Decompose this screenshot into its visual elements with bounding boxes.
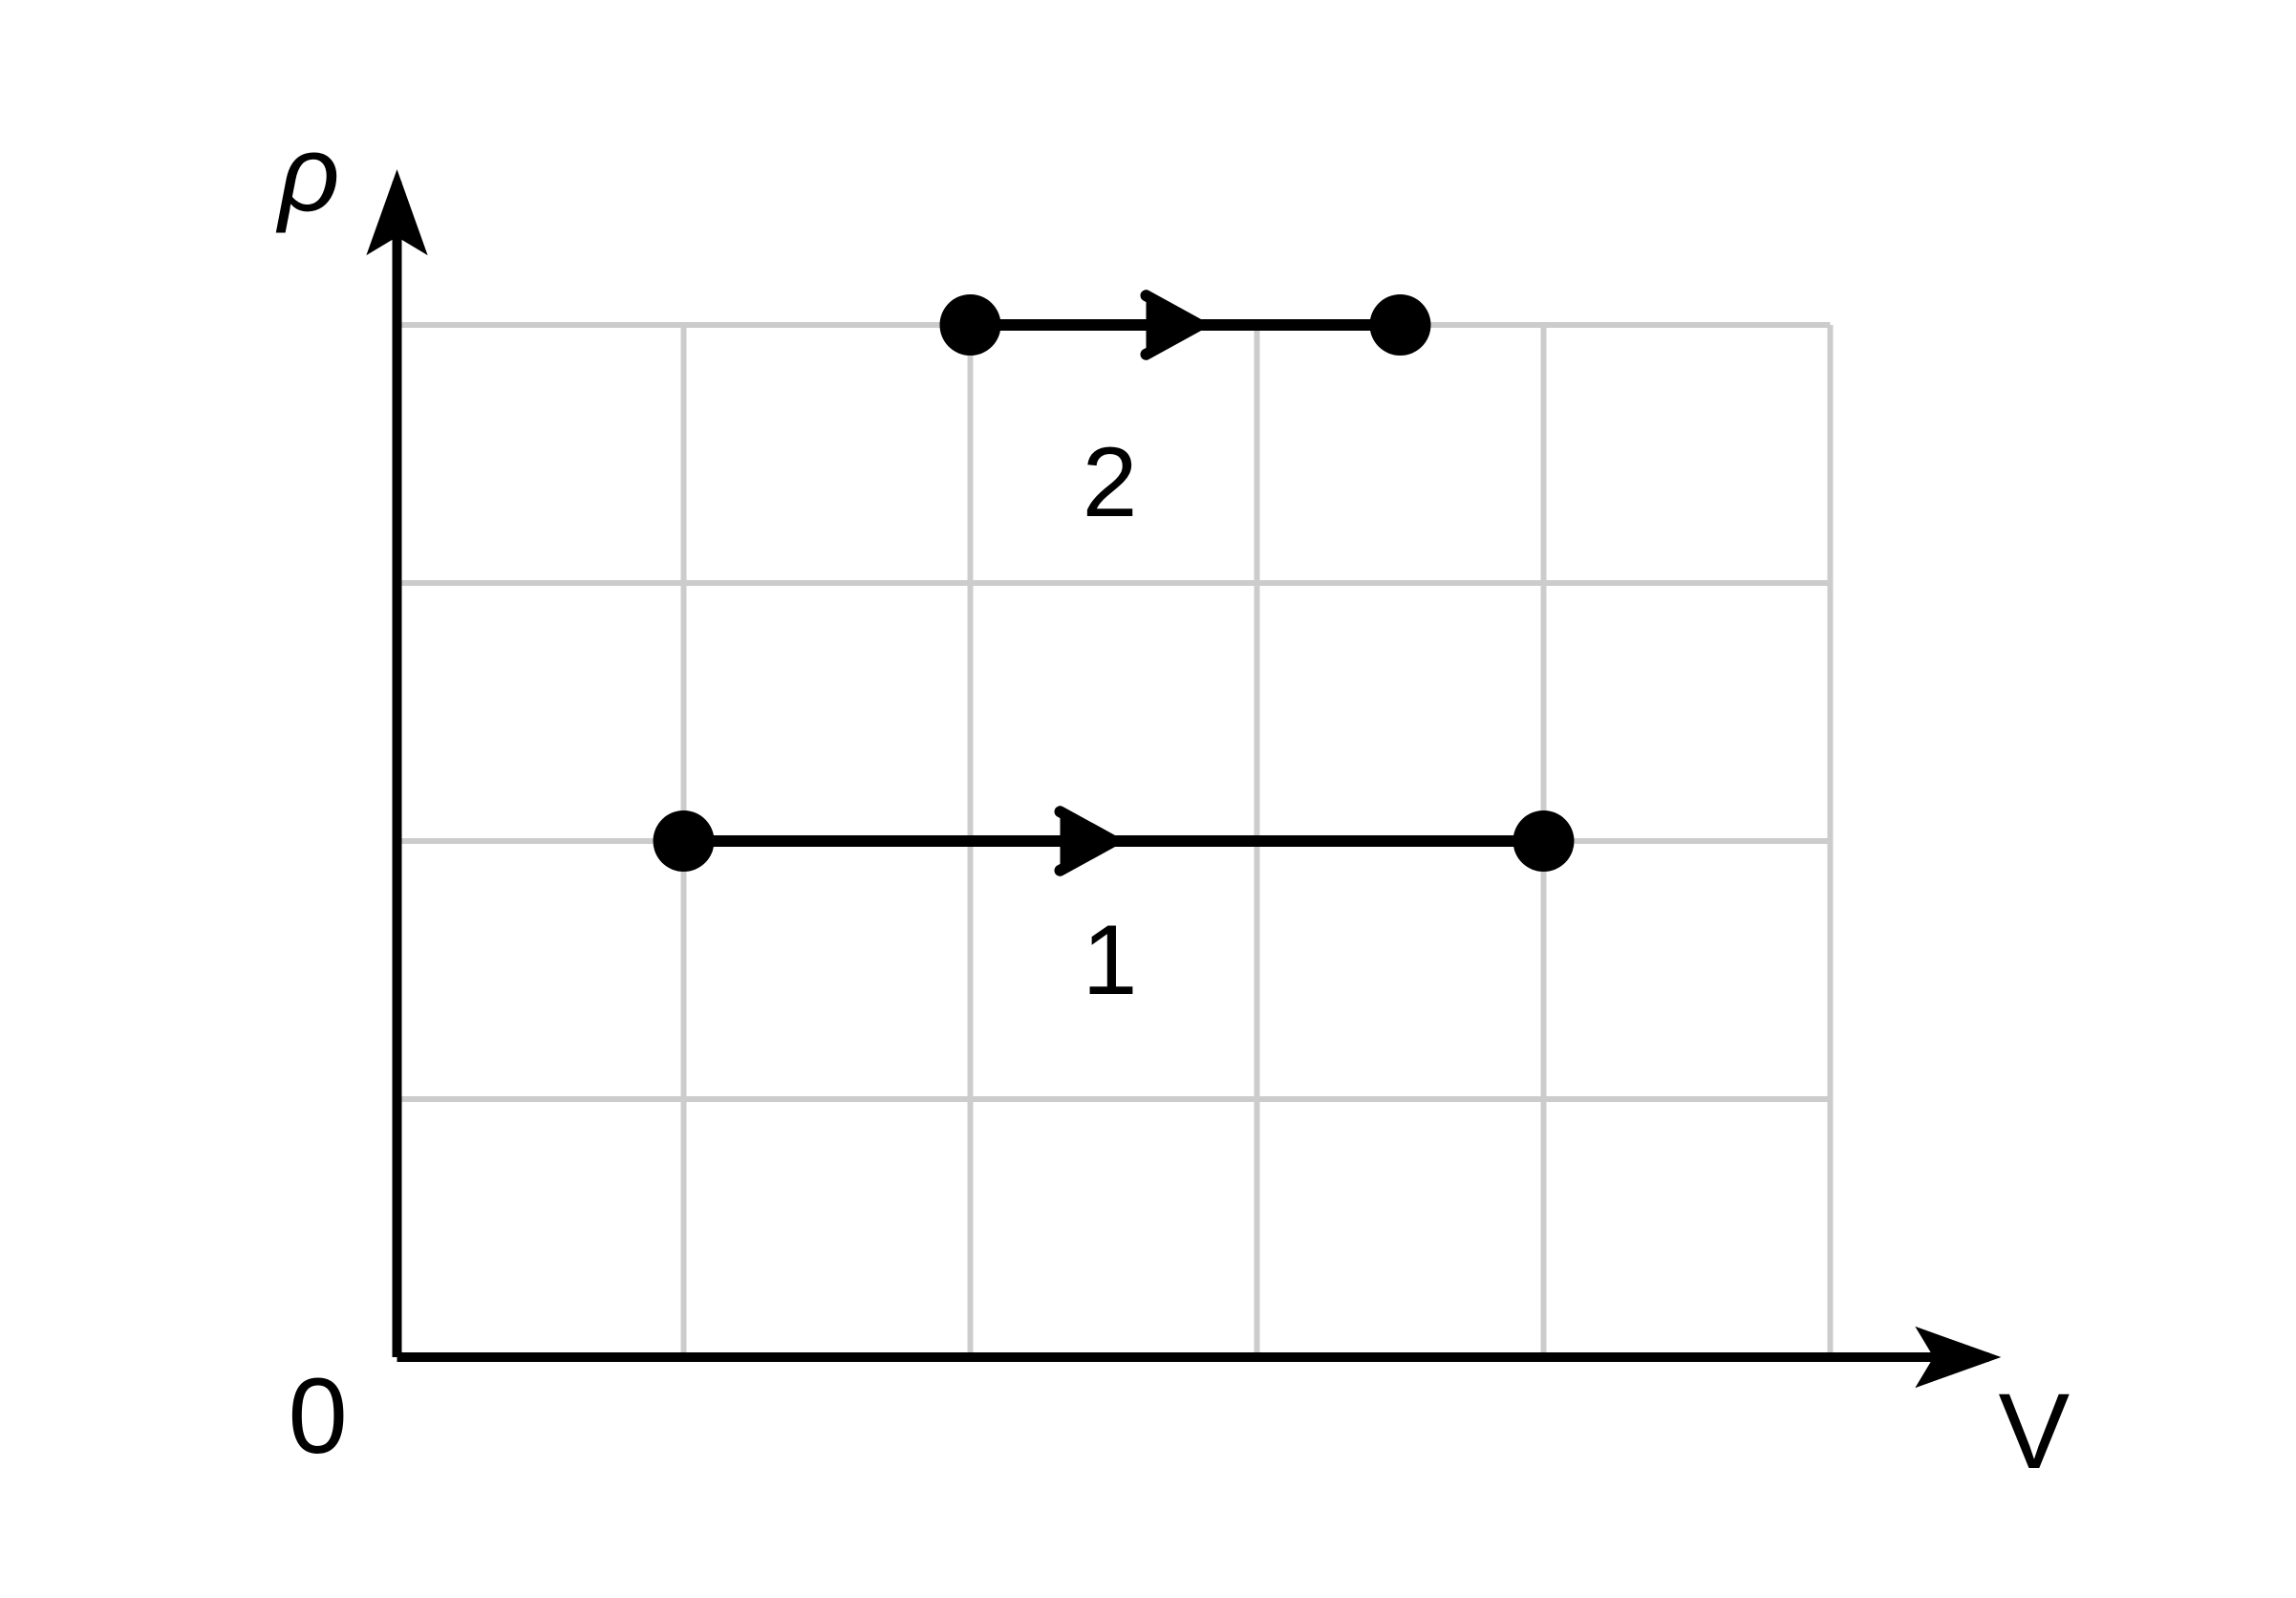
process-1: 1 — [654, 810, 1575, 1016]
process-1-start-point — [654, 810, 715, 872]
y-axis-label: ρ — [276, 114, 340, 233]
process-1-end-point — [1513, 810, 1575, 872]
x-axis-label: V — [1999, 1371, 2071, 1491]
process-2: 2 — [940, 294, 1431, 538]
process-2-start-point — [940, 294, 1001, 356]
origin-label: 0 — [289, 1356, 348, 1476]
process-2-end-point — [1370, 294, 1431, 356]
axes — [397, 182, 1989, 1357]
pv-diagram: 1 2 0 Vρ — [0, 0, 2296, 1598]
process-1-label: 1 — [1083, 905, 1138, 1016]
process-2-label: 2 — [1083, 427, 1138, 538]
